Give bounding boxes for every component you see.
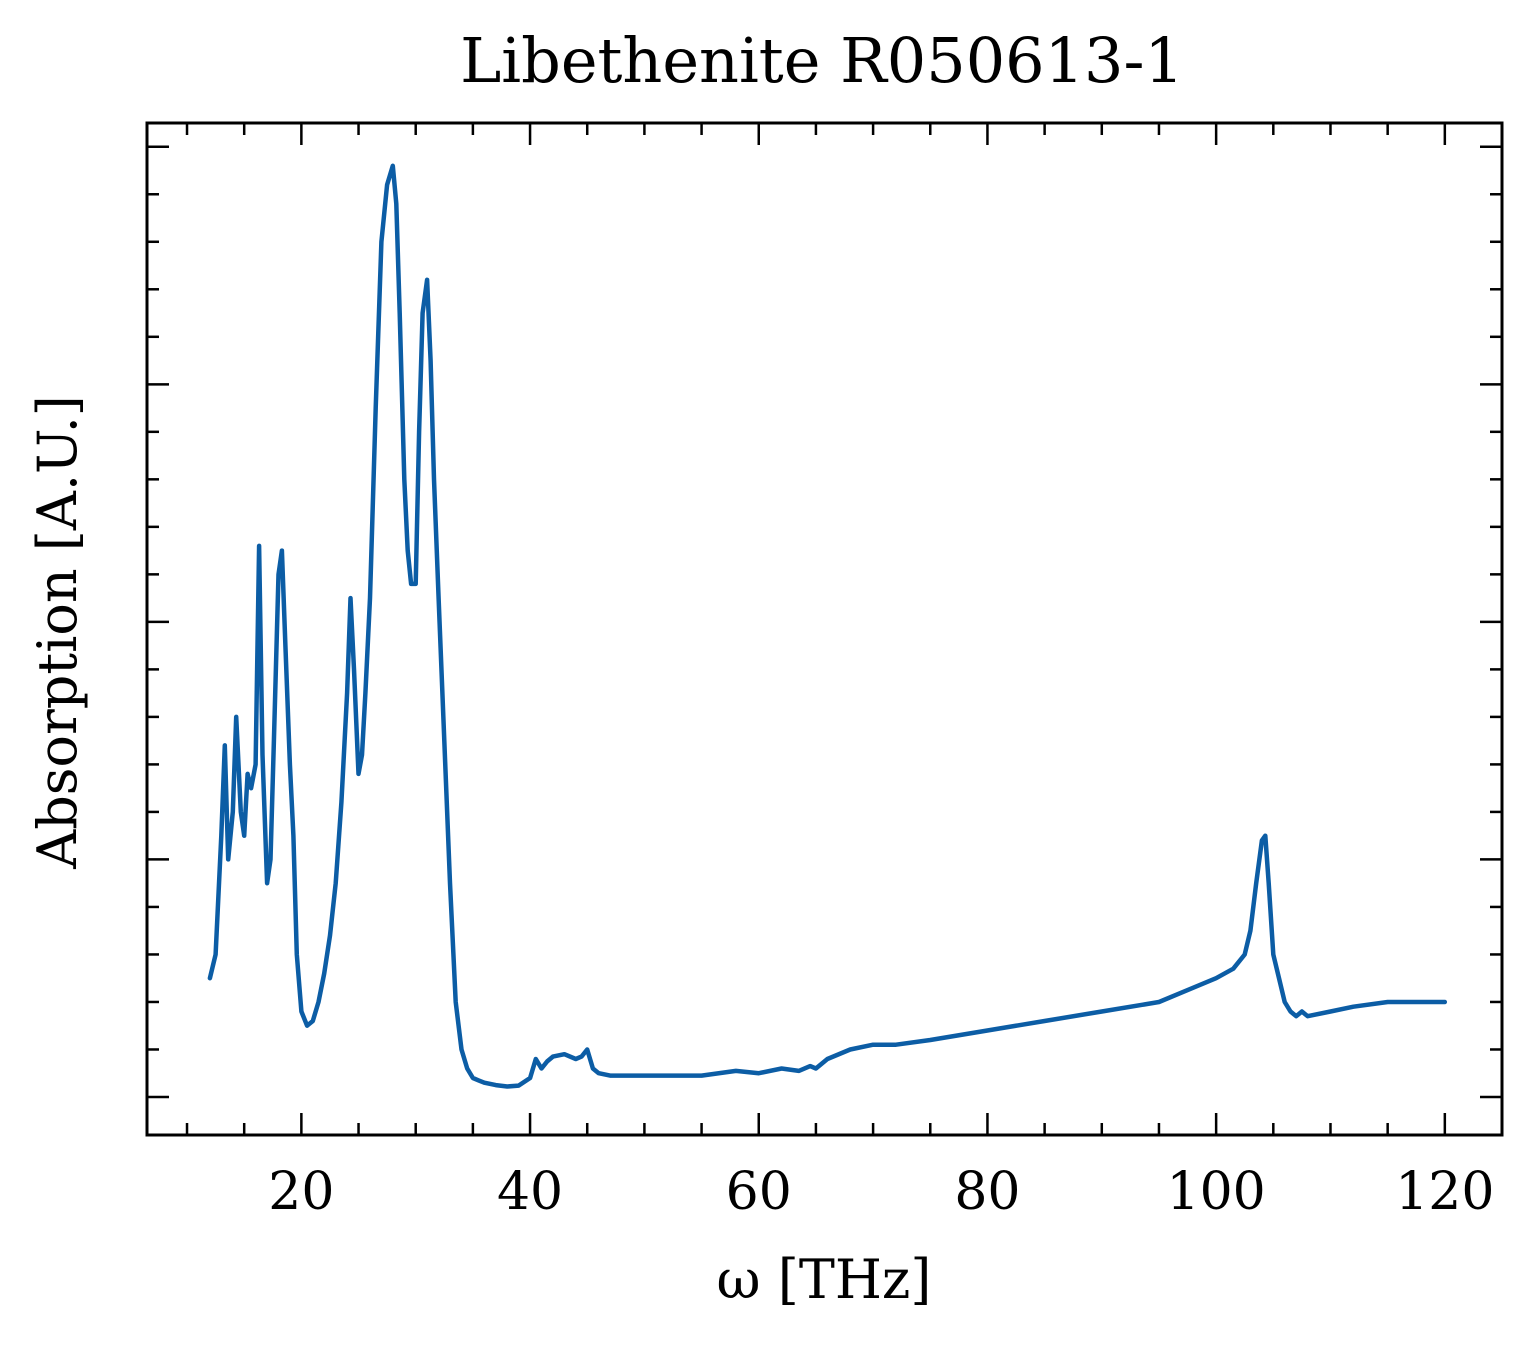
x-tick-label: 40 bbox=[497, 1162, 563, 1222]
x-tick-label: 80 bbox=[954, 1162, 1020, 1222]
x-tick-label: 20 bbox=[268, 1162, 334, 1222]
tick-layer bbox=[147, 123, 1504, 1135]
plot-frame bbox=[145, 121, 1504, 1137]
series-line bbox=[207, 163, 1448, 1089]
x-tick-label: 60 bbox=[726, 1162, 792, 1222]
x-tick-label: 100 bbox=[1167, 1162, 1266, 1222]
x-axis-label: ω [THz] bbox=[717, 1248, 932, 1311]
chart-title: Libethenite R050613-1 bbox=[460, 24, 1184, 97]
x-tick-label: 120 bbox=[1395, 1162, 1494, 1222]
x-tick-labels: 20 40 60 80 100 120 bbox=[268, 1162, 1494, 1222]
y-axis-label: Absorption [A.U.] bbox=[26, 395, 89, 870]
